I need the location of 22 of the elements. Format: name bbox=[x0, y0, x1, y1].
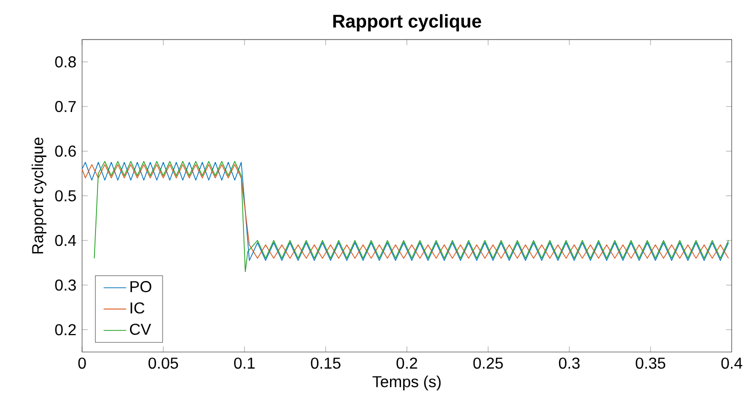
y-tick-label: 0.3 bbox=[55, 279, 76, 291]
y-axis-title: Rapport cyclique bbox=[32, 137, 46, 254]
x-tick-label: 0.4 bbox=[721, 357, 742, 369]
x-tick-label: 0.15 bbox=[310, 357, 340, 369]
y-tick-label: 0.4 bbox=[55, 234, 76, 246]
y-tick-label: 0.6 bbox=[55, 145, 76, 157]
x-axis-title: Temps (s) bbox=[372, 376, 441, 390]
y-tick-label: 0.2 bbox=[55, 324, 76, 336]
x-tick-label: 0.3 bbox=[558, 357, 580, 369]
legend-label: CV bbox=[130, 324, 152, 335]
x-tick-label: 0.25 bbox=[473, 357, 503, 369]
x-tick-label: 0.05 bbox=[148, 357, 178, 369]
chart-title: Rapport cyclique bbox=[333, 14, 482, 32]
x-tick-label: 0.35 bbox=[636, 357, 666, 369]
legend-label: PO bbox=[130, 280, 152, 292]
y-tick-label: 0.5 bbox=[55, 190, 76, 202]
y-tick-label: 0.7 bbox=[55, 100, 76, 112]
legend-label: IC bbox=[130, 302, 144, 314]
x-tick-label: 0.2 bbox=[396, 357, 418, 369]
x-tick-label: 0.1 bbox=[234, 357, 255, 369]
y-tick-label: 0.8 bbox=[55, 56, 76, 68]
x-tick-label: 0 bbox=[78, 357, 86, 369]
